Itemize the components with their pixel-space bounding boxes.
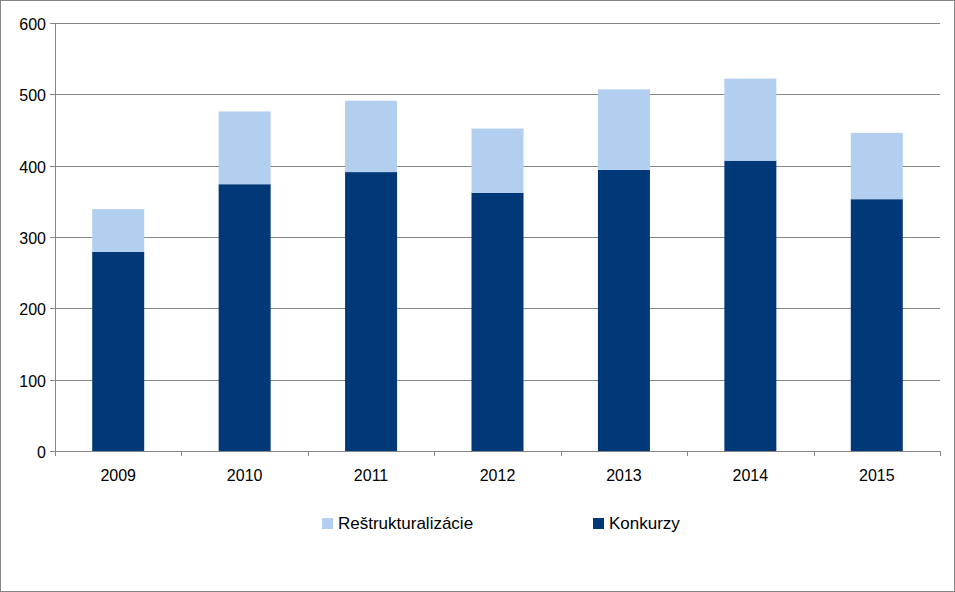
y-tick <box>50 380 55 381</box>
y-tick <box>50 451 55 452</box>
x-tick-label: 2012 <box>480 467 516 484</box>
legend-swatch <box>593 518 604 529</box>
bar-segment <box>724 79 776 161</box>
bar-segment <box>724 161 776 451</box>
x-tick-label: 2014 <box>733 467 769 484</box>
y-axis <box>55 23 56 451</box>
legend-swatch <box>322 518 333 529</box>
x-tick-label: 2011 <box>354 467 389 484</box>
y-tick-label: 500 <box>19 87 46 104</box>
grid-line <box>55 23 940 24</box>
legend-label: Konkurzy <box>609 514 680 533</box>
y-tick-label: 100 <box>19 373 46 390</box>
x-tick-label: 2015 <box>859 467 895 484</box>
bar-segment <box>598 89 650 170</box>
grid-line <box>55 94 940 95</box>
x-tick <box>308 451 309 456</box>
x-tick <box>181 451 182 456</box>
y-tick <box>50 23 55 24</box>
bar-segment <box>851 199 903 451</box>
chart-svg: 0 100 200 300 400 500 600 2009 2010 2011 2012 2013 2… <box>0 0 955 592</box>
x-tick <box>940 451 941 456</box>
bar-segment <box>472 193 524 451</box>
chart-container: 0 100 200 300 400 500 600 2009 2010 2011 2012 2013 2… <box>0 0 955 592</box>
chart-frame <box>1 1 955 592</box>
y-tick-label: 200 <box>19 301 46 318</box>
y-tick-label: 400 <box>19 159 46 176</box>
bar-segment <box>345 101 397 172</box>
grid-line <box>55 451 940 452</box>
x-tick-label: 2010 <box>227 467 263 484</box>
bar-segment <box>92 252 144 451</box>
y-tick-label: 600 <box>19 16 46 33</box>
bar-segment <box>472 129 524 193</box>
x-tick <box>55 451 56 456</box>
y-tick <box>50 94 55 95</box>
bar-segment <box>92 209 144 252</box>
y-tick-label: 0 <box>37 444 46 461</box>
x-tick <box>434 451 435 456</box>
legend-label: Reštrukturalizácie <box>338 514 473 533</box>
x-tick-label: 2013 <box>606 467 642 484</box>
bar-segment <box>345 172 397 451</box>
x-tick-label: 2009 <box>100 467 136 484</box>
x-tick <box>687 451 688 456</box>
x-tick <box>814 451 815 456</box>
y-tick <box>50 308 55 309</box>
x-tick <box>561 451 562 456</box>
x-axis <box>55 451 940 452</box>
y-tick-label: 300 <box>19 230 46 247</box>
bar-segment <box>219 111 271 184</box>
bar-segment <box>219 184 271 451</box>
y-tick <box>50 166 55 167</box>
bar-segment <box>598 170 650 451</box>
bars <box>92 79 903 451</box>
y-tick <box>50 237 55 238</box>
bar-segment <box>851 133 903 199</box>
